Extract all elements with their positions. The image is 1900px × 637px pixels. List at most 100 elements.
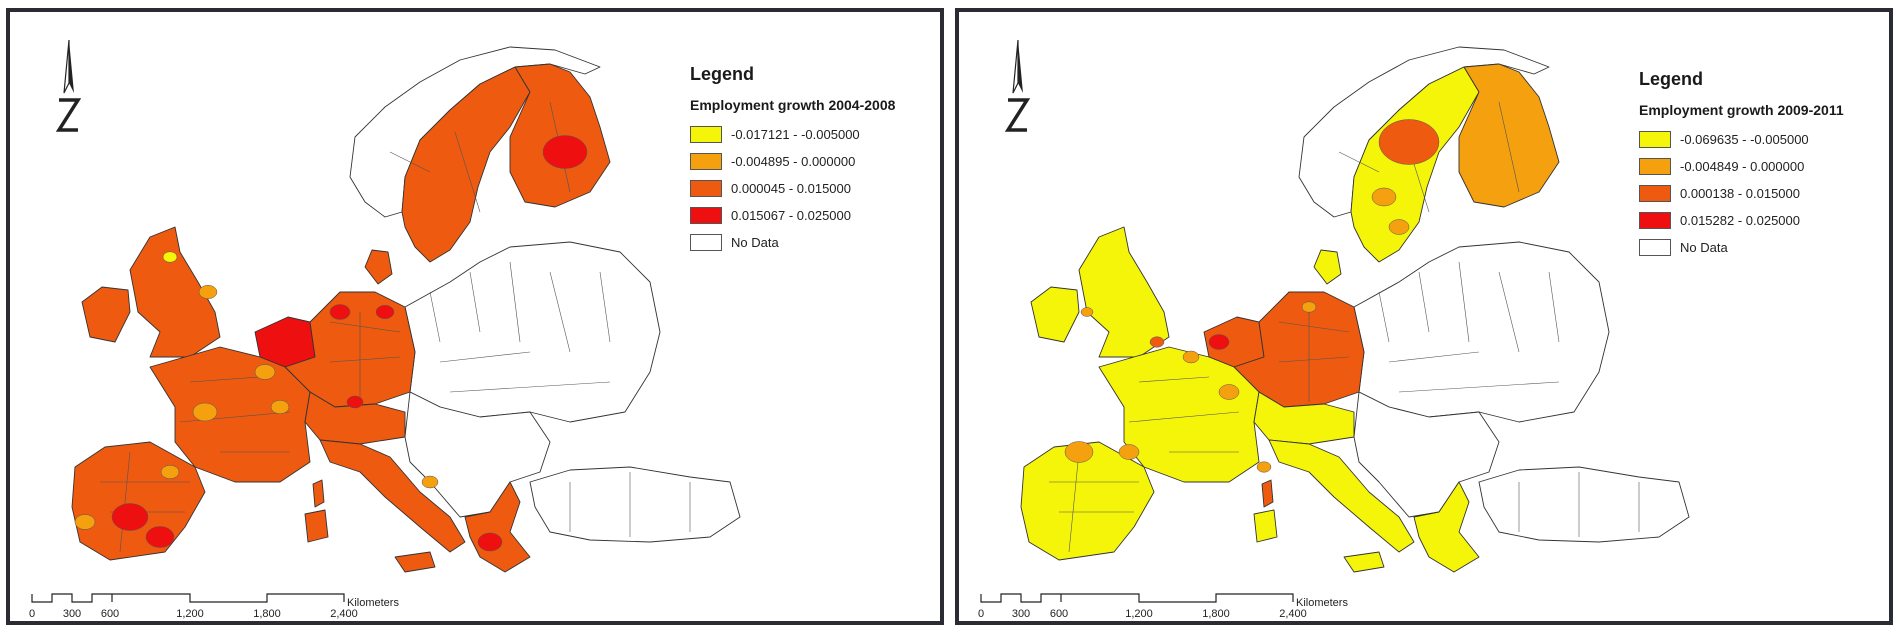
scale-tick-label: 300	[1011, 608, 1031, 620]
region-boundary	[189, 376, 261, 383]
legend-swatch	[690, 126, 722, 143]
region-highlight	[254, 364, 276, 380]
region-greece	[1413, 481, 1480, 573]
scale-tick-label: 1,200	[1125, 608, 1153, 620]
europe-map-2004-2008	[71, 46, 741, 573]
region-boundary	[1398, 381, 1560, 393]
scale-bar: 0 300 600 1,200 1,800 2,400 Kilometers	[971, 590, 1391, 620]
legend-swatch	[1639, 131, 1671, 148]
region-highlight	[160, 465, 180, 479]
legend-swatch	[690, 153, 722, 170]
legend-label: 0.015282 - 0.025000	[1680, 213, 1800, 228]
north-arrow-icon	[55, 39, 82, 132]
region-boundary	[1458, 261, 1470, 343]
legend-label: -0.004895 - 0.000000	[731, 154, 856, 169]
scale-tick-label: 0	[28, 608, 36, 620]
region-boundary	[1378, 291, 1390, 343]
region-italy	[319, 439, 466, 553]
scale-tick-label: 1,200	[176, 608, 204, 620]
region-boundary	[179, 411, 291, 423]
region-turkey	[529, 466, 741, 543]
region-boundary	[329, 321, 401, 333]
region-highlight	[477, 532, 503, 552]
region-boundary	[439, 351, 531, 363]
region-highlight	[1064, 441, 1094, 463]
region-boundary	[1278, 321, 1350, 333]
region-highlight	[346, 395, 364, 409]
region-boundary	[389, 151, 431, 173]
region-highlight	[74, 514, 96, 530]
region-boundary	[1338, 151, 1380, 173]
region-highlight	[111, 503, 149, 531]
region-denmark	[1313, 249, 1342, 285]
region-denmark	[364, 249, 393, 285]
map-panel-2009-2011: Legend Employment growth 2009-2011 -0.06…	[955, 8, 1893, 625]
region-highlight	[270, 400, 290, 414]
region-boundary	[1128, 411, 1240, 423]
region-sardinia	[1253, 509, 1278, 543]
legend-label: -0.069635 - -0.005000	[1680, 132, 1809, 147]
region-iberia	[71, 441, 206, 561]
region-highlight	[375, 305, 395, 319]
scale-tick-label: 2,400	[330, 608, 358, 620]
legend: Legend Employment growth 2004-2008 -0.01…	[690, 64, 940, 256]
scale-tick-label: 1,800	[1202, 608, 1230, 620]
region-italy	[1268, 439, 1415, 553]
region-highlight	[1149, 336, 1165, 348]
map-panel-2004-2008: Legend Employment growth 2004-2008 -0.01…	[6, 8, 944, 625]
region-ireland	[81, 286, 131, 343]
region-boundary	[429, 291, 441, 343]
region-boundary	[449, 381, 611, 393]
region-boundary	[509, 261, 521, 343]
region-boundary	[1278, 356, 1350, 363]
legend: Legend Employment growth 2009-2011 -0.06…	[1639, 69, 1889, 261]
region-boundary	[1498, 101, 1520, 193]
region-highlight	[1208, 334, 1230, 350]
legend-item: -0.017121 - -0.005000	[690, 121, 940, 148]
region-boundary	[119, 451, 131, 553]
region-highlight	[162, 251, 178, 263]
legend-label: -0.004849 - 0.000000	[1680, 159, 1805, 174]
region-east	[1353, 241, 1610, 423]
legend-subtitle: Employment growth 2004-2008	[690, 97, 896, 113]
legend-label: No Data	[731, 235, 779, 250]
region-east	[404, 241, 661, 423]
region-highlight	[1388, 219, 1410, 235]
scale-units-label: Kilometers	[1296, 597, 1348, 609]
legend-swatch	[690, 207, 722, 224]
region-boundary	[599, 271, 611, 343]
region-alps	[1253, 391, 1355, 445]
legend-item: -0.069635 - -0.005000	[1639, 126, 1889, 153]
legend-label: 0.015067 - 0.025000	[731, 208, 851, 223]
region-highlight	[421, 475, 439, 489]
region-corsica	[1261, 479, 1274, 508]
legend-swatch	[1639, 158, 1671, 175]
legend-label: -0.017121 - -0.005000	[731, 127, 860, 142]
scale-tick-label: 1,800	[253, 608, 281, 620]
scale-tick-label: 600	[100, 608, 120, 620]
region-highlight	[1256, 461, 1272, 473]
legend-swatch	[690, 180, 722, 197]
legend-item: 0.000045 - 0.015000	[690, 175, 940, 202]
region-boundary	[469, 271, 481, 333]
legend-swatch	[1639, 212, 1671, 229]
region-boundary	[1498, 271, 1520, 353]
region-uk	[1078, 226, 1170, 358]
region-uk	[129, 226, 221, 358]
legend-title: Legend	[690, 64, 755, 84]
north-arrow-icon	[1004, 39, 1031, 132]
scale-bar-graphic	[980, 593, 1294, 603]
legend-item: 0.015282 - 0.025000	[1639, 207, 1889, 234]
region-highlight	[329, 304, 351, 320]
region-balkans	[1353, 391, 1500, 518]
region-highlight	[542, 135, 588, 169]
scale-tick-label: 0	[977, 608, 985, 620]
legend-swatch	[1639, 185, 1671, 202]
region-sweden	[401, 66, 531, 263]
region-highlight	[1080, 307, 1094, 317]
scale-bar-graphic	[31, 593, 345, 603]
europe-map-2009-2011	[1020, 46, 1690, 573]
region-sicily	[394, 551, 436, 573]
region-highlight	[1371, 187, 1397, 207]
region-boundary	[329, 356, 401, 363]
